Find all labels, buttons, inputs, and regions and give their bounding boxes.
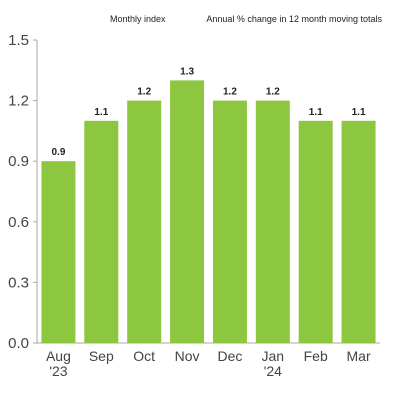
bar (41, 161, 76, 343)
bar (255, 100, 290, 343)
data-label: 1.1 (309, 107, 323, 118)
data-label: 1.3 (180, 66, 194, 77)
bar (341, 120, 376, 343)
x-tick-label: Jan (262, 348, 285, 364)
x-tick-label: Oct (133, 348, 155, 364)
x-tick-label: Nov (175, 348, 200, 364)
y-tick-label: 0.9 (8, 153, 29, 170)
x-tick-label: Mar (347, 348, 371, 364)
data-label: 1.2 (266, 87, 280, 98)
x-tick-label: '23 (49, 363, 67, 379)
chart-subtitle-right: Annual % change in 12 month moving total… (206, 14, 382, 24)
x-tick-label: Dec (217, 348, 242, 364)
y-tick-label: 0.0 (8, 335, 29, 352)
bar (170, 80, 205, 344)
bar (84, 120, 119, 343)
y-tick-label: 1.2 (8, 93, 29, 110)
bar (298, 120, 333, 343)
x-tick-label: Aug (46, 348, 71, 364)
data-label: 1.2 (137, 87, 151, 98)
data-label: 0.9 (51, 147, 65, 158)
data-label: 1.1 (352, 107, 366, 118)
x-tick-label: Sep (89, 348, 114, 364)
chart-subtitle-left: Monthly index (110, 14, 166, 24)
data-label: 1.2 (223, 87, 237, 98)
y-tick-label: 0.6 (8, 214, 29, 231)
data-label: 1.1 (94, 107, 108, 118)
bar (212, 100, 247, 343)
x-tick-label: '24 (264, 363, 282, 379)
x-tick-label: Feb (304, 348, 328, 364)
y-tick-label: 1.5 (8, 32, 29, 49)
bar (127, 100, 162, 343)
y-tick-label: 0.3 (8, 274, 29, 291)
